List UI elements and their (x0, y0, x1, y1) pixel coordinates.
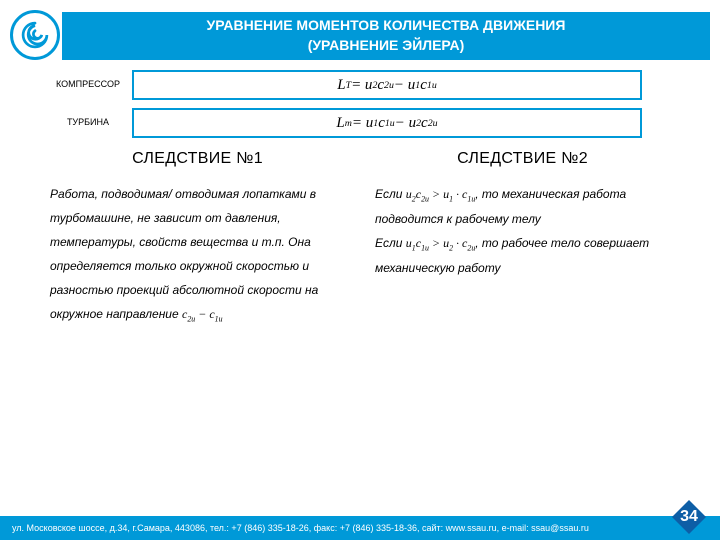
right-column: СЛЕДСТВИЕ №2 Если u2c2u > u1 · c1u, то м… (375, 150, 670, 327)
left-column: СЛЕДСТВИЕ №1 Работа, подводимая/ отводим… (50, 150, 345, 327)
title-line1: УРАВНЕНИЕ МОМЕНТОВ КОЛИЧЕСТВА ДВИЖЕНИЯ (207, 16, 566, 36)
right-title: СЛЕДСТВИЕ №2 (375, 150, 670, 168)
title-line2: (УРАВНЕНИЕ ЭЙЛЕРА) (308, 36, 465, 56)
turbine-formula: Lт = u1c1u − u2c2u (132, 108, 642, 138)
spiral-icon (18, 18, 52, 52)
title-bar: УРАВНЕНИЕ МОМЕНТОВ КОЛИЧЕСТВА ДВИЖЕНИЯ (… (62, 12, 710, 60)
page-number: 34 (680, 508, 698, 526)
turbine-label: ТУРБИНА (50, 118, 132, 128)
left-title: СЛЕДСТВИЕ №1 (50, 150, 345, 168)
left-body: Работа, подводимая/ отводимая лопатками … (50, 182, 345, 327)
logo (10, 10, 60, 60)
turbine-row: ТУРБИНА Lт = u1c1u − u2c2u (50, 108, 642, 138)
compressor-row: КОМПРЕССОР LT = u2c2u − u1c1u (50, 70, 642, 100)
compressor-formula: LT = u2c2u − u1c1u (132, 70, 642, 100)
compressor-label: КОМПРЕССОР (50, 80, 132, 90)
right-body: Если u2c2u > u1 · c1u, то механическая р… (375, 182, 670, 280)
footer-text: ул. Московское шоссе, д.34, г.Самара, 44… (12, 523, 589, 533)
footer-bar: ул. Московское шоссе, д.34, г.Самара, 44… (0, 516, 720, 540)
content-columns: СЛЕДСТВИЕ №1 Работа, подводимая/ отводим… (50, 150, 670, 327)
